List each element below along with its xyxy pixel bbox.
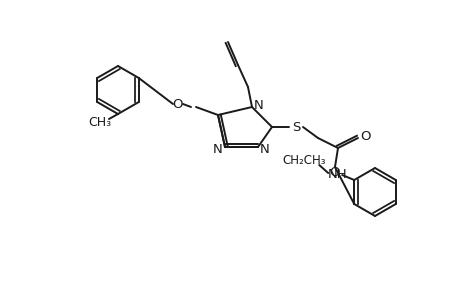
- Text: NH: NH: [327, 169, 347, 182]
- Text: O: O: [173, 98, 183, 110]
- Text: O: O: [360, 130, 370, 142]
- Text: CH₂CH₃: CH₂CH₃: [282, 154, 325, 166]
- Text: CH₃: CH₃: [88, 116, 112, 128]
- Text: O: O: [328, 167, 339, 179]
- Text: N: N: [253, 98, 263, 112]
- Text: N: N: [259, 142, 269, 155]
- Text: N: N: [213, 142, 223, 155]
- Text: S: S: [291, 121, 300, 134]
